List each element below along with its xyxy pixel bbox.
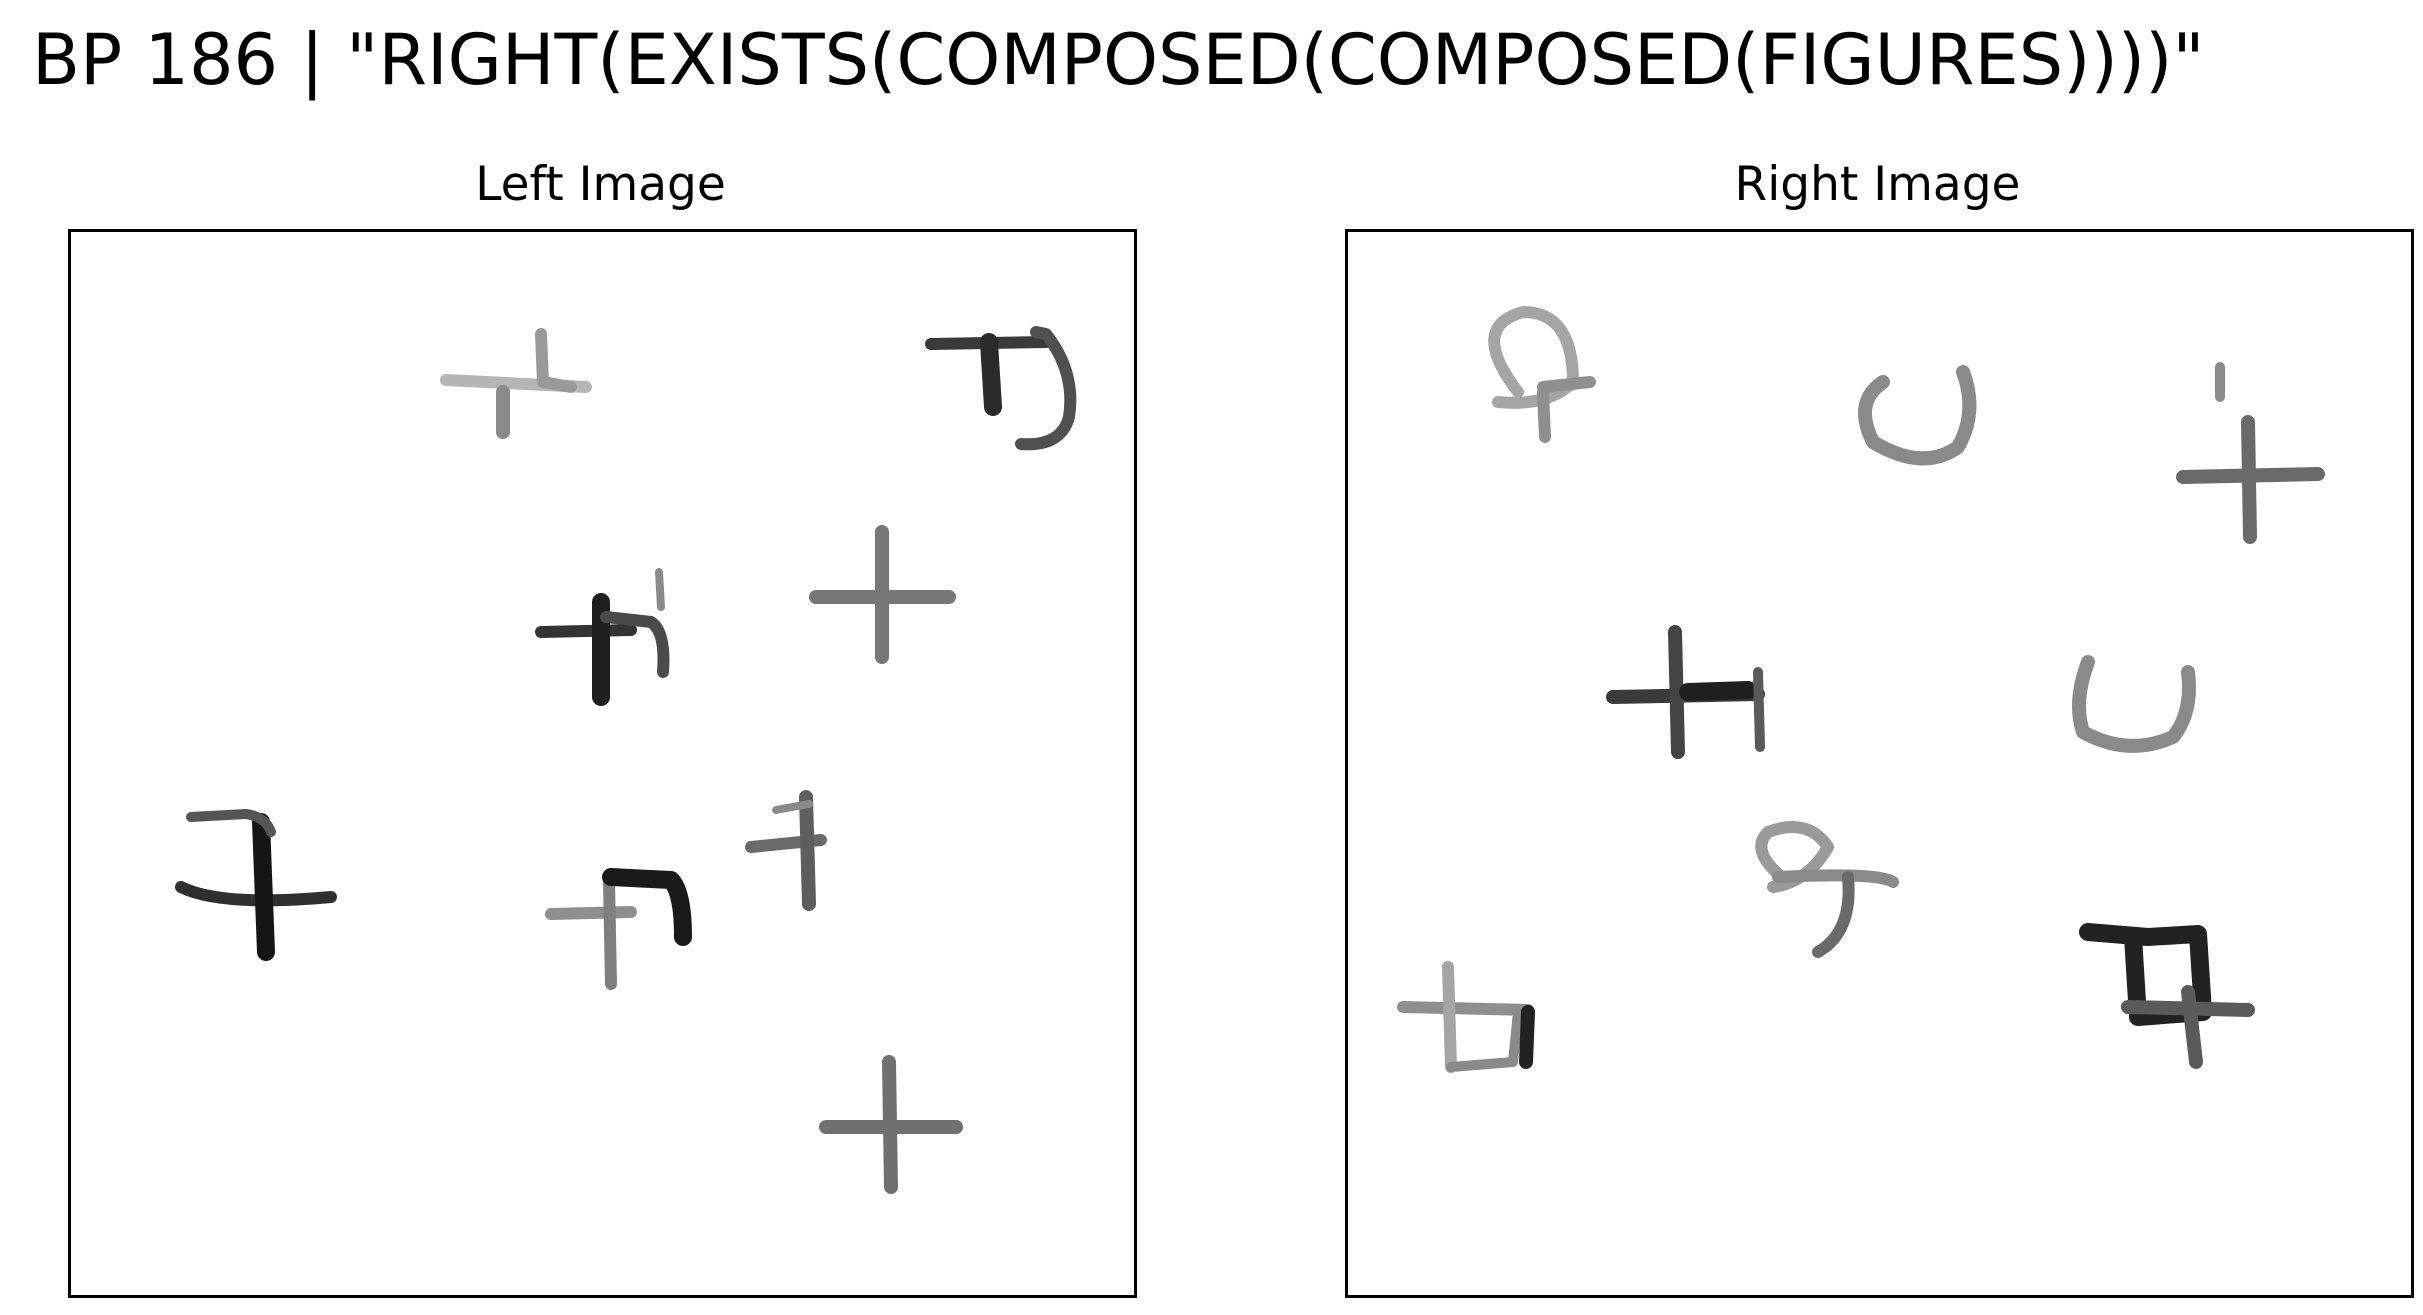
left-image-panel [68, 229, 1137, 1298]
left-panel-title: Left Image [475, 157, 726, 212]
left-figure-6 [745, 790, 827, 911]
right-figure-3 [1606, 625, 1765, 759]
right-figure-7 [1397, 961, 1535, 1073]
right-figure-4 [2072, 655, 2196, 753]
left-figure-0 [440, 328, 592, 439]
right-image-canvas [1397, 306, 2325, 1073]
right-figure-1 [1858, 365, 1977, 466]
figure-title: BP 186 | "RIGHT(EXISTS(COMPOSED(COMPOSED… [32, 19, 2205, 101]
left-figure-4 [175, 809, 337, 961]
right-figure-2 [2176, 362, 2325, 544]
left-figure-3 [809, 525, 956, 664]
right-panel-title: Right Image [1734, 157, 2021, 212]
left-figure-2 [535, 568, 670, 706]
left-image-canvas [175, 326, 1077, 1194]
right-figure-0 [1488, 306, 1596, 443]
left-figure-7 [819, 1055, 963, 1194]
right-figure-5 [1755, 821, 1899, 958]
left-figure-1 [925, 326, 1077, 451]
right-figure-6 [2079, 923, 2255, 1069]
left-figure-5 [545, 868, 692, 990]
right-image-panel [1345, 229, 2414, 1298]
